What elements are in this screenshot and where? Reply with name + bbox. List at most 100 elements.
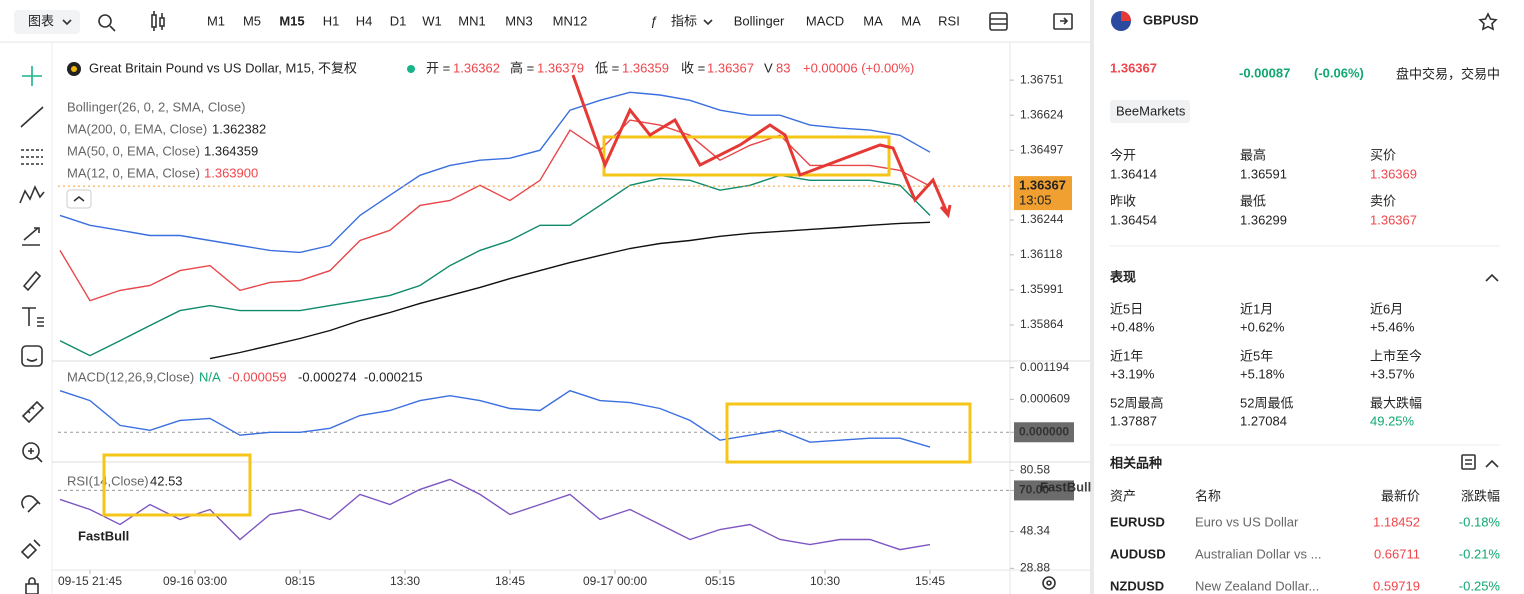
table-cell[interactable]: Australian Dollar vs ... xyxy=(1195,546,1321,561)
perf-value: +0.48% xyxy=(1110,319,1155,334)
quote-value: 83 xyxy=(776,60,790,75)
y-tick-label: 1.36244 xyxy=(1020,212,1064,226)
table-cell[interactable]: -0.25% xyxy=(1459,578,1501,593)
fx-icon: ƒ xyxy=(650,13,657,28)
layout-icon[interactable] xyxy=(989,12,1008,31)
y-tick-label: 0.001194 xyxy=(1020,360,1069,374)
legend-value: N/A xyxy=(199,369,221,384)
chart-title: Great Britain Pound vs US Dollar, M15, 不… xyxy=(89,60,357,75)
indicator[interactable]: RSI xyxy=(938,13,960,28)
series-line xyxy=(209,221,931,360)
x-tick-label: 18:45 xyxy=(495,574,525,588)
watermark: FastBull xyxy=(78,528,129,543)
x-tick-label: 15:45 xyxy=(915,574,945,588)
drawing-tools[interactable] xyxy=(19,66,45,594)
chart-menu[interactable]: 图表 xyxy=(28,13,54,28)
y-tick-label: 0.000000 xyxy=(1019,424,1069,438)
timeframe[interactable]: W1 xyxy=(422,13,442,28)
perf-label: 上市至今 xyxy=(1370,348,1422,363)
y-tick-label: 70.00 xyxy=(1019,483,1049,497)
y-tick-label: 1.36751 xyxy=(1020,72,1064,86)
table-cell[interactable]: -0.21% xyxy=(1459,546,1501,561)
perf-label: 52周最低 xyxy=(1240,395,1293,410)
tick-tag xyxy=(1014,422,1074,443)
collapse-button[interactable] xyxy=(66,189,92,209)
perf-value: 1.37887 xyxy=(1110,413,1157,428)
change-pct: (-0.06%) xyxy=(1314,65,1364,80)
table-cell[interactable]: -0.18% xyxy=(1459,514,1501,529)
x-tick-label: 09-15 21:45 xyxy=(58,574,122,588)
timeframe[interactable]: M15 xyxy=(279,13,304,28)
perf-value: 1.27084 xyxy=(1240,413,1287,428)
legend-label: Bollinger(26, 0, 2, SMA, Close) xyxy=(67,99,245,114)
change: -0.00087 xyxy=(1239,65,1290,80)
quote-value: 1.36367 xyxy=(707,60,754,75)
broker: BeeMarkets xyxy=(1116,103,1186,118)
y-tick-label: 1.35864 xyxy=(1020,317,1064,331)
x-tick-label: 08:15 xyxy=(285,574,315,588)
table-cell[interactable]: 0.66711 xyxy=(1374,546,1420,561)
table-cell[interactable]: EURUSD xyxy=(1110,514,1165,529)
perf-value: +5.18% xyxy=(1240,366,1285,381)
legend-label: MA(200, 0, EMA, Close) xyxy=(67,121,207,136)
timeframe[interactable]: H1 xyxy=(323,13,340,28)
table-cell[interactable]: 0.59719 xyxy=(1373,578,1420,593)
favorite-icon[interactable] xyxy=(1478,12,1498,31)
quote-label: 低 = xyxy=(595,60,619,75)
indicator[interactable]: MA xyxy=(863,13,883,28)
indicator[interactable]: MA xyxy=(901,13,921,28)
y-tick-label: 28.88 xyxy=(1020,561,1050,575)
timeframe[interactable]: M1 xyxy=(207,13,225,28)
table-header: 名称 xyxy=(1195,488,1221,503)
table-cell[interactable]: 1.18452 xyxy=(1373,514,1420,529)
indicator[interactable]: MACD xyxy=(806,13,844,28)
y-tick-label: 48.34 xyxy=(1020,524,1050,538)
series-line xyxy=(59,478,931,551)
annotation-arrows xyxy=(571,74,952,219)
indicators-menu[interactable]: 指标 xyxy=(671,13,697,28)
stat-label: 今开 xyxy=(1110,147,1136,162)
stat-value: 1.36369 xyxy=(1370,166,1417,181)
chevron xyxy=(73,195,85,202)
fullscreen-icon[interactable] xyxy=(1053,13,1073,30)
table-cell[interactable]: AUDUSD xyxy=(1110,546,1166,561)
performance: 近5日 +0.48% 近1月 +0.62% 近6月 +5.46% 近1年 +3.19% 近5年 +… xyxy=(1110,301,1422,428)
chevron[interactable] xyxy=(1485,273,1499,282)
timeframe[interactable]: M5 xyxy=(243,13,261,28)
table-cell[interactable]: NZDUSD xyxy=(1110,578,1164,593)
timeframe[interactable]: MN12 xyxy=(553,13,588,28)
quotes: 开 = 1.36362 高 = 1.36379 低 = 1.36359 收 = 1.36367… xyxy=(426,60,790,75)
timeframe[interactable]: H4 xyxy=(356,13,373,28)
timeframe[interactable]: MN1 xyxy=(458,13,485,28)
timeframe[interactable]: D1 xyxy=(390,13,407,28)
legend-value: -0.000215 xyxy=(364,369,423,384)
timeframe[interactable]: MN3 xyxy=(505,13,532,28)
legend-label: RSI(14,Close) xyxy=(67,473,149,488)
perf-label: 近6月 xyxy=(1370,301,1403,316)
indicator[interactable]: Bollinger xyxy=(734,13,785,28)
stat-value: 1.36454 xyxy=(1110,212,1157,227)
legend-label: MACD(12,26,9,Close) xyxy=(67,369,194,384)
stat-value: 1.36367 xyxy=(1370,212,1417,227)
last-price-tag xyxy=(1014,176,1072,211)
broker-badge xyxy=(1110,100,1190,123)
table-cell[interactable]: Euro vs US Dollar xyxy=(1195,514,1299,529)
watermark: FastBull xyxy=(1040,479,1091,494)
quote-label: 开 = xyxy=(426,60,450,75)
related-table: 资产 名称 最新价 涨跌幅 EURUSD Euro vs US Dollar 1.18452… xyxy=(1110,488,1500,593)
settings-icon[interactable] xyxy=(1042,576,1056,590)
series-line xyxy=(59,389,931,448)
search-icon[interactable] xyxy=(98,14,116,32)
panel-icons[interactable] xyxy=(1461,454,1499,470)
price: 1.36367 xyxy=(1110,60,1157,75)
x-tick-label: 09-17 00:00 xyxy=(583,574,647,588)
series-line xyxy=(59,119,931,302)
perf-value: +3.19% xyxy=(1110,366,1155,381)
plots: 1.36751 1.36624 1.36497 1.36244 1.36118 1.359… xyxy=(58,72,1074,588)
x-tick-label: 13:30 xyxy=(390,574,420,588)
table-cell[interactable]: New Zealand Dollar... xyxy=(1195,578,1319,593)
legend-label: MA(50, 0, EMA, Close) xyxy=(67,143,200,158)
chart-menu-bg[interactable] xyxy=(14,10,80,34)
candle-icon[interactable] xyxy=(151,11,165,31)
